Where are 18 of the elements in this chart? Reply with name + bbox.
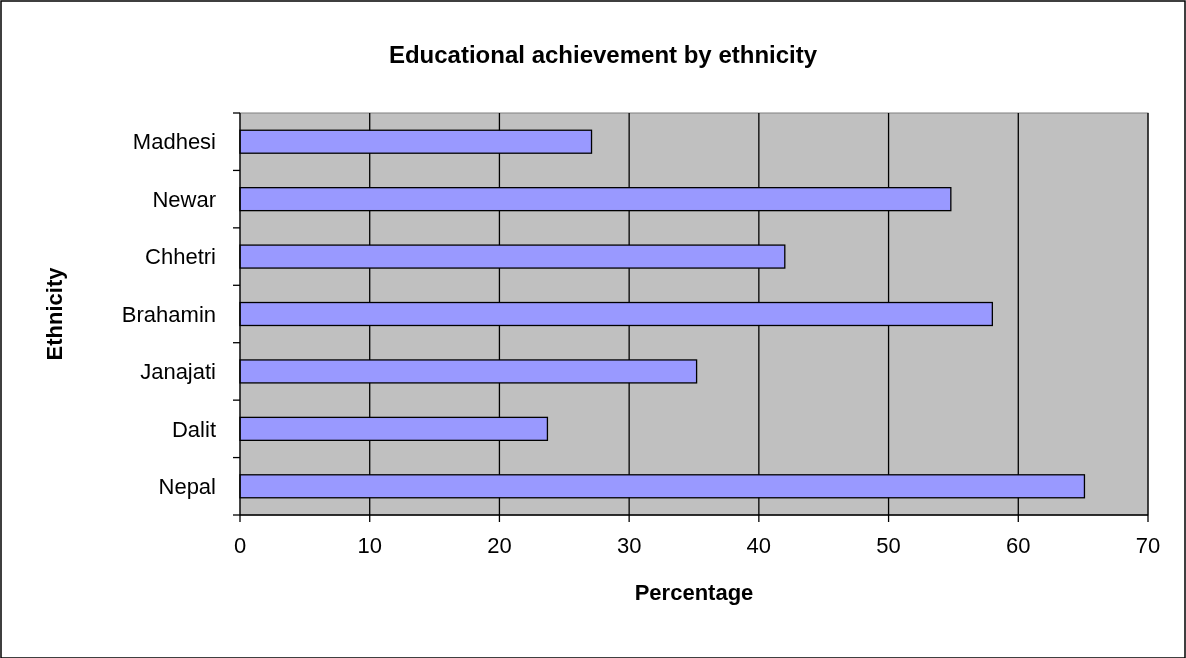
x-tick-label: 60 <box>1006 533 1031 558</box>
y-tick-label: Chhetri <box>145 244 216 270</box>
y-tick-label: Nepal <box>158 473 216 499</box>
y-tick-label: Madhesi <box>132 129 216 155</box>
x-tick-label: 40 <box>746 533 772 558</box>
y-tick-label: Dalit <box>171 416 216 442</box>
x-tick-label: 10 <box>357 533 382 558</box>
x-tick-label: 0 <box>233 533 247 558</box>
y-tick-label: Janajati <box>140 359 216 385</box>
y-axis-title: Ethnicity <box>42 266 67 361</box>
x-tick-label: 20 <box>487 533 512 558</box>
y-tick-label: Newar <box>152 186 216 212</box>
x-tick-label: 50 <box>876 533 901 558</box>
y-tick-label: Brahamin <box>121 301 216 327</box>
x-axis-title: Percentage <box>634 580 754 605</box>
chart-title: Educational achievement by ethnicity <box>388 41 818 68</box>
x-tick-label: 70 <box>1135 533 1161 558</box>
x-tick-label: 30 <box>616 533 642 558</box>
